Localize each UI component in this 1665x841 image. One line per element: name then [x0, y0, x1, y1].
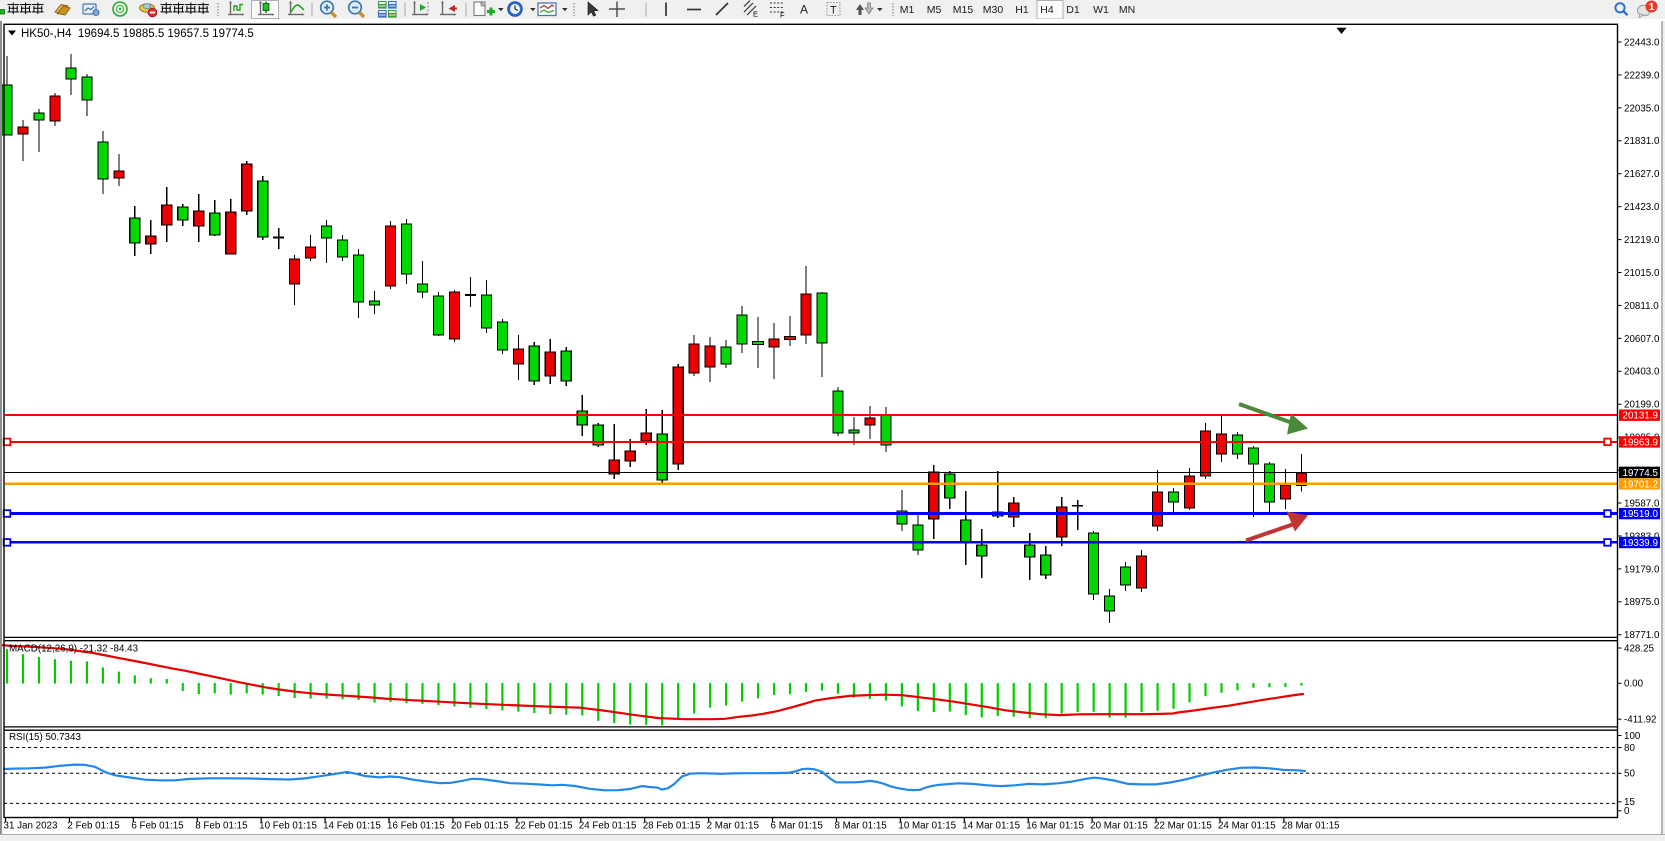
svg-text:E: E: [753, 10, 758, 19]
svg-text:20131.9: 20131.9: [1623, 411, 1658, 422]
svg-text:6 Mar 01:15: 6 Mar 01:15: [771, 820, 824, 831]
svg-text:A: A: [800, 3, 808, 17]
svg-text:2 Mar 01:15: 2 Mar 01:15: [707, 820, 760, 831]
svg-text:1: 1: [1649, 1, 1655, 13]
svg-text:F: F: [780, 11, 785, 20]
svg-text:M1: M1: [900, 4, 915, 16]
svg-text:21219.0: 21219.0: [1624, 235, 1660, 246]
svg-text:21831.0: 21831.0: [1624, 136, 1660, 147]
svg-text:18975.0: 18975.0: [1624, 597, 1660, 608]
svg-text:50: 50: [1624, 769, 1635, 780]
svg-text:19774.5: 19774.5: [1623, 468, 1659, 479]
svg-text:10 Feb 01:15: 10 Feb 01:15: [259, 820, 317, 831]
svg-text:19701.2: 19701.2: [1623, 479, 1658, 490]
svg-text:31 Jan 2023: 31 Jan 2023: [4, 820, 58, 831]
svg-text:M5: M5: [927, 4, 942, 16]
svg-text:28 Feb 01:15: 28 Feb 01:15: [643, 820, 701, 831]
svg-text:-411.92: -411.92: [1624, 715, 1657, 726]
svg-text:W1: W1: [1093, 4, 1109, 16]
svg-text:80: 80: [1624, 743, 1635, 754]
svg-text:10 Mar 01:15: 10 Mar 01:15: [898, 820, 956, 831]
svg-text:M30: M30: [983, 4, 1004, 16]
svg-text:0: 0: [1624, 806, 1630, 817]
svg-text:19519.0: 19519.0: [1623, 509, 1659, 520]
svg-text:6 Feb 01:15: 6 Feb 01:15: [131, 820, 184, 831]
svg-text:21627.0: 21627.0: [1624, 169, 1660, 180]
svg-text:14 Mar 01:15: 14 Mar 01:15: [962, 820, 1020, 831]
svg-text:21015.0: 21015.0: [1624, 268, 1660, 279]
svg-text:20 Mar 01:15: 20 Mar 01:15: [1090, 820, 1148, 831]
svg-text:15: 15: [1624, 797, 1635, 808]
svg-text:20199.0: 20199.0: [1624, 400, 1660, 411]
svg-text:H1: H1: [1015, 4, 1029, 16]
svg-text:22 Mar 01:15: 22 Mar 01:15: [1154, 820, 1212, 831]
svg-text:19587.0: 19587.0: [1624, 498, 1660, 509]
svg-text:20403.0: 20403.0: [1624, 367, 1660, 378]
svg-text:2 Feb 01:15: 2 Feb 01:15: [67, 820, 120, 831]
svg-text:24 Feb 01:15: 24 Feb 01:15: [579, 820, 637, 831]
svg-text:24 Mar 01:15: 24 Mar 01:15: [1218, 820, 1276, 831]
svg-text:18771.0: 18771.0: [1624, 630, 1660, 641]
svg-text:20811.0: 20811.0: [1624, 301, 1659, 312]
svg-text:20 Feb 01:15: 20 Feb 01:15: [451, 820, 509, 831]
svg-text:HK50-,H4 19694.5 19885.5 1965: HK50-,H4 19694.5 19885.5 19657.5 19774.5: [21, 28, 254, 40]
svg-text:19339.9: 19339.9: [1623, 538, 1658, 549]
svg-text:MACD(12,26,9) -21.32 -84.43: MACD(12,26,9) -21.32 -84.43: [9, 644, 139, 655]
svg-text:19179.0: 19179.0: [1624, 564, 1660, 575]
svg-text:8 Mar 01:15: 8 Mar 01:15: [834, 820, 887, 831]
svg-text:22035.0: 22035.0: [1624, 103, 1660, 114]
svg-text:100: 100: [1624, 731, 1641, 742]
svg-text:428.25: 428.25: [1624, 643, 1655, 654]
svg-text:16 Feb 01:15: 16 Feb 01:15: [387, 820, 445, 831]
svg-text:8 Feb 01:15: 8 Feb 01:15: [195, 820, 248, 831]
svg-text:D1: D1: [1066, 4, 1080, 16]
svg-text:16 Mar 01:15: 16 Mar 01:15: [1026, 820, 1084, 831]
svg-text:MN: MN: [1119, 4, 1135, 16]
svg-text:T: T: [830, 5, 837, 17]
svg-text:H4: H4: [1040, 4, 1054, 16]
svg-text:21423.0: 21423.0: [1624, 202, 1660, 213]
svg-text:20607.0: 20607.0: [1624, 334, 1660, 345]
svg-text:0.00: 0.00: [1624, 679, 1644, 690]
svg-text:22239.0: 22239.0: [1624, 70, 1660, 81]
svg-text:14 Feb 01:15: 14 Feb 01:15: [323, 820, 381, 831]
svg-text:19963.9: 19963.9: [1623, 437, 1658, 448]
svg-text:RSI(15) 50.7343: RSI(15) 50.7343: [9, 732, 81, 743]
svg-text:22443.0: 22443.0: [1624, 37, 1660, 48]
svg-text:M15: M15: [953, 4, 974, 16]
svg-text:28 Mar 01:15: 28 Mar 01:15: [1282, 820, 1340, 831]
svg-text:22 Feb 01:15: 22 Feb 01:15: [515, 820, 573, 831]
